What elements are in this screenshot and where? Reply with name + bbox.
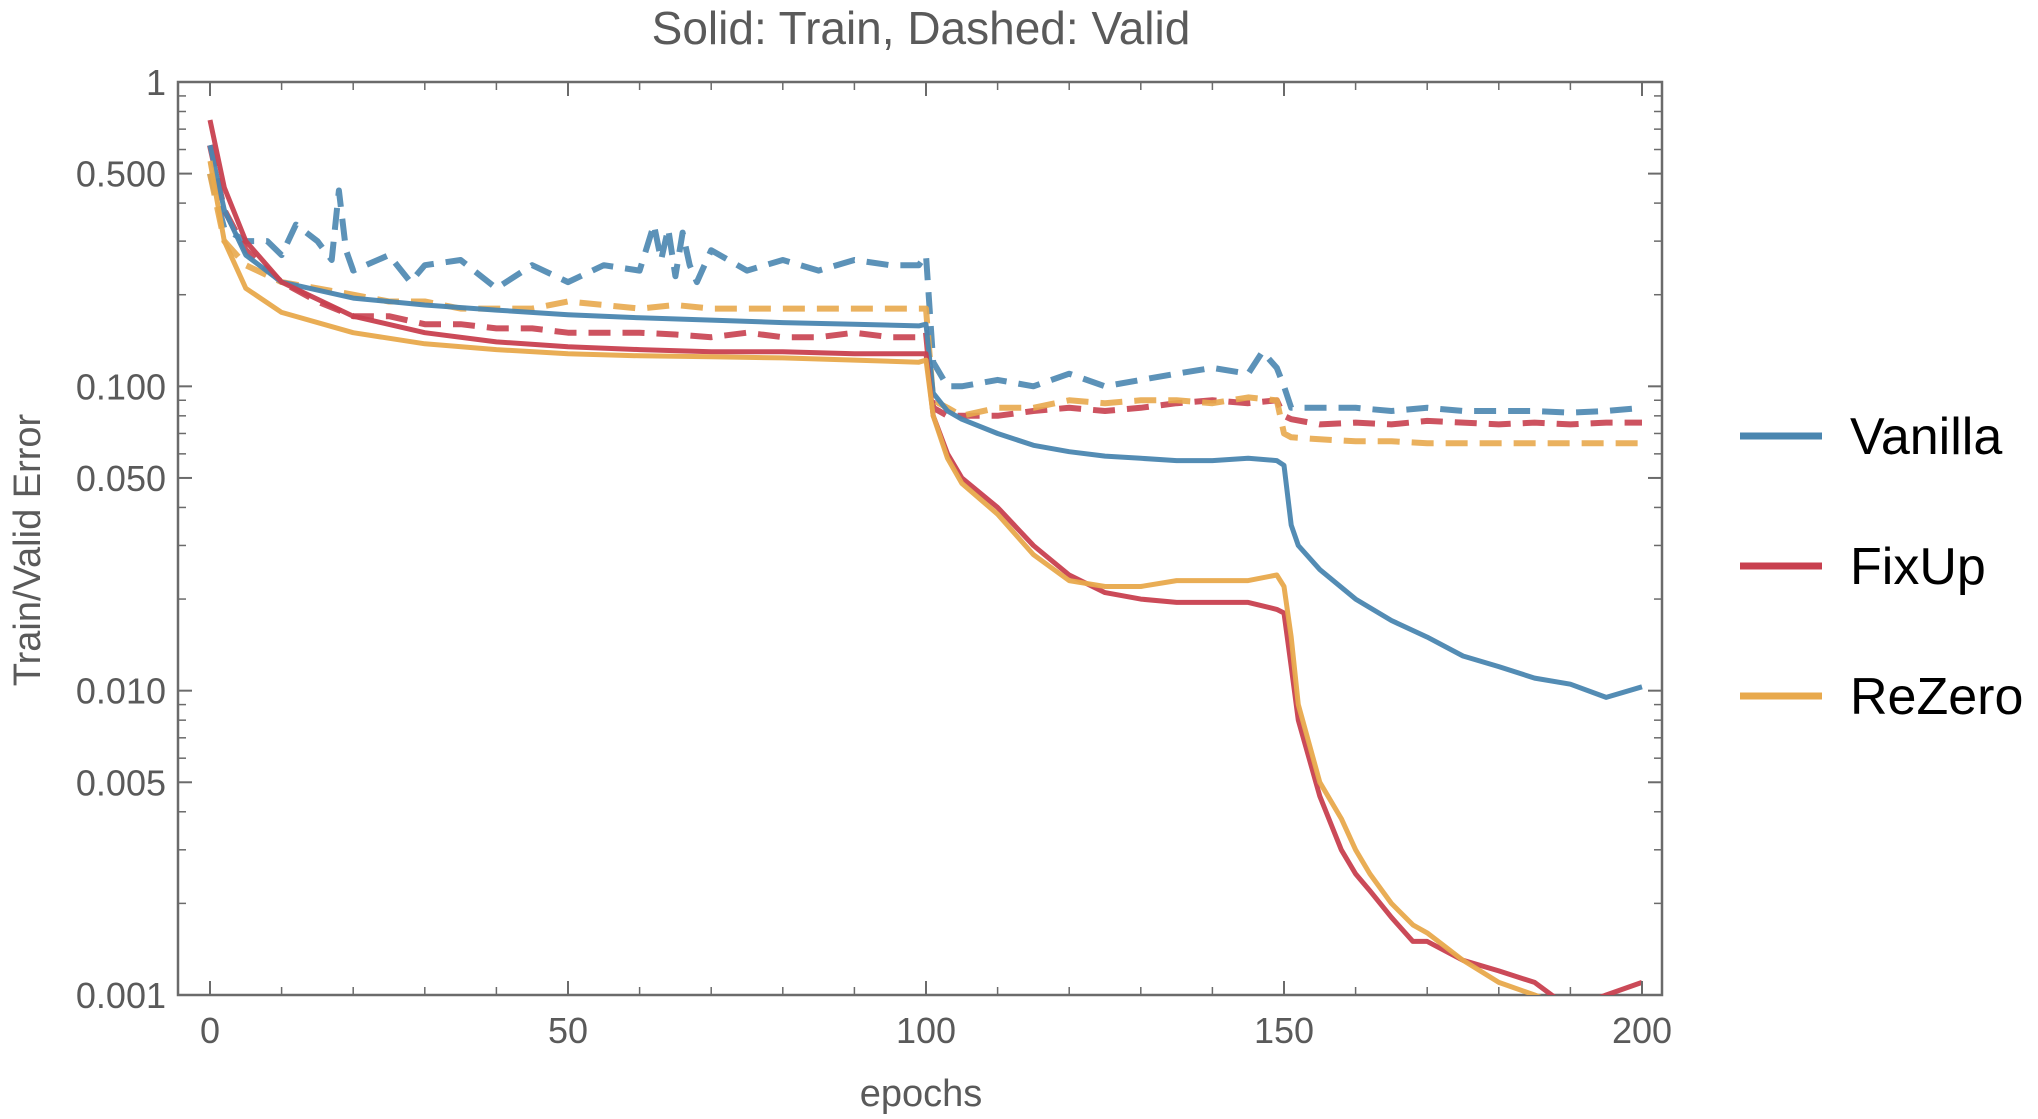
legend: Vanilla FixUp ReZero bbox=[1740, 408, 2023, 726]
y-axis-label: Train/Valid Error bbox=[7, 413, 49, 686]
y-tick-label: 0.010 bbox=[76, 671, 166, 712]
series-vanilla-train-line bbox=[207, 144, 1643, 700]
series-lines bbox=[207, 119, 1643, 995]
plot-frame bbox=[176, 80, 1664, 997]
y-tick-label: 0.050 bbox=[76, 458, 166, 499]
series-vanilla-valid-line bbox=[207, 172, 1643, 416]
series-fixup-train-line bbox=[207, 119, 1643, 995]
legend-label-vanilla: Vanilla bbox=[1850, 408, 2002, 466]
x-tick-label: 200 bbox=[1612, 1010, 1672, 1051]
series-group bbox=[207, 119, 1643, 995]
y-tick-label: 0.005 bbox=[76, 762, 166, 803]
axes-group: 0 50 100 150 200 0.001 0.005 0.010 0.050 0.100 0.5… bbox=[76, 62, 1672, 1051]
x-tick-label: 100 bbox=[896, 1010, 956, 1051]
y-tick-label: 1 bbox=[146, 62, 166, 103]
y-tick-label: 0.001 bbox=[76, 975, 166, 1016]
plot-area bbox=[176, 80, 1664, 997]
chart-title: Solid: Train, Dashed: Valid bbox=[652, 2, 1191, 54]
y-tick-label: 0.100 bbox=[76, 366, 166, 407]
y-tick-label: 0.500 bbox=[76, 154, 166, 195]
x-tick-label: 50 bbox=[548, 1010, 588, 1051]
legend-label-rezero: ReZero bbox=[1850, 668, 2023, 726]
legend-label-fixup: FixUp bbox=[1850, 538, 1986, 596]
x-tick-label: 150 bbox=[1254, 1010, 1314, 1051]
series-rezero-train-line bbox=[207, 160, 1542, 995]
x-axis-label: epochs bbox=[860, 1073, 983, 1115]
x-tick-label: 0 bbox=[200, 1010, 220, 1051]
